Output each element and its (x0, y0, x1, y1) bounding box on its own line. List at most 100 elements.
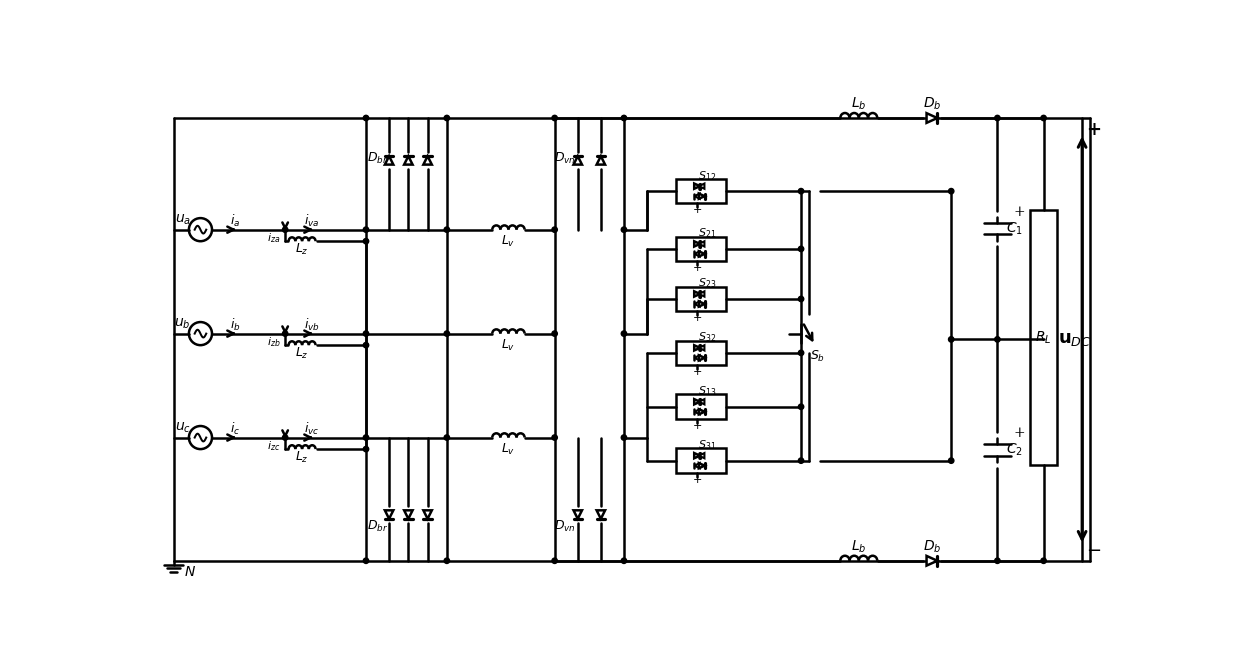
Circle shape (1040, 558, 1047, 563)
Polygon shape (404, 156, 413, 165)
Circle shape (283, 227, 288, 232)
Text: $u_c$: $u_c$ (175, 420, 191, 435)
Circle shape (444, 227, 450, 232)
Polygon shape (926, 556, 937, 565)
Circle shape (363, 239, 368, 244)
Text: +: + (1086, 120, 1101, 138)
Bar (676, 179, 725, 203)
Circle shape (552, 558, 557, 563)
Text: $i_b$: $i_b$ (229, 317, 241, 333)
Circle shape (949, 189, 954, 194)
Circle shape (363, 435, 368, 440)
Bar (676, 341, 725, 365)
Text: $D_b$: $D_b$ (923, 539, 941, 555)
Circle shape (363, 446, 368, 452)
Text: +: + (1013, 426, 1024, 440)
Polygon shape (699, 291, 704, 296)
Text: +: + (692, 475, 702, 485)
Circle shape (949, 458, 954, 464)
Circle shape (799, 296, 804, 302)
Circle shape (799, 404, 804, 409)
Circle shape (283, 331, 288, 337)
Circle shape (621, 227, 626, 232)
Circle shape (799, 246, 804, 252)
Text: $i_{zb}$: $i_{zb}$ (267, 335, 280, 349)
Polygon shape (694, 252, 699, 256)
Text: $D_b$: $D_b$ (923, 96, 941, 112)
Text: $C_1$: $C_1$ (1006, 221, 1023, 237)
Text: $L_z$: $L_z$ (295, 450, 309, 465)
Bar (676, 448, 725, 473)
Text: $i_c$: $i_c$ (229, 421, 241, 437)
Circle shape (552, 331, 557, 337)
Polygon shape (699, 399, 704, 404)
Polygon shape (694, 345, 701, 351)
Circle shape (363, 343, 368, 348)
Polygon shape (694, 292, 701, 296)
Text: $i_{vb}$: $i_{vb}$ (304, 317, 320, 333)
Text: +: + (692, 421, 702, 431)
Text: $-$: $-$ (1086, 540, 1101, 558)
Polygon shape (694, 355, 699, 361)
Text: $R_L$: $R_L$ (1035, 329, 1052, 346)
Text: $i_{va}$: $i_{va}$ (304, 213, 320, 229)
Circle shape (363, 331, 368, 337)
Circle shape (994, 558, 1001, 563)
Text: $S_{23}$: $S_{23}$ (698, 277, 717, 290)
Text: $L_z$: $L_z$ (295, 346, 309, 361)
Circle shape (1040, 115, 1047, 120)
Circle shape (444, 435, 450, 440)
Text: $S_{13}$: $S_{13}$ (698, 385, 717, 398)
Circle shape (363, 558, 368, 563)
Polygon shape (596, 156, 605, 165)
Bar (1029, 211, 1058, 464)
Polygon shape (694, 453, 701, 458)
Circle shape (949, 337, 954, 342)
Circle shape (363, 115, 368, 120)
Polygon shape (699, 242, 704, 246)
Polygon shape (423, 510, 432, 518)
Text: $D_{vn}$: $D_{vn}$ (554, 518, 575, 534)
Text: +: + (692, 205, 702, 215)
Polygon shape (694, 183, 701, 189)
Polygon shape (694, 463, 699, 468)
Circle shape (799, 350, 804, 355)
Text: $u_b$: $u_b$ (175, 316, 191, 330)
Text: $S_{31}$: $S_{31}$ (698, 438, 717, 452)
Text: $D_{br}$: $D_{br}$ (367, 518, 388, 534)
Circle shape (283, 435, 288, 440)
Circle shape (444, 331, 450, 337)
Bar (676, 286, 725, 311)
Bar (676, 237, 725, 261)
Circle shape (621, 435, 626, 440)
Polygon shape (423, 156, 432, 165)
Text: +: + (692, 367, 702, 377)
Text: $i_{zc}$: $i_{zc}$ (267, 439, 280, 453)
Polygon shape (694, 242, 701, 246)
Text: $D_{vn}$: $D_{vn}$ (554, 151, 575, 166)
Text: $L_v$: $L_v$ (501, 338, 516, 353)
Text: $S_{32}$: $S_{32}$ (698, 330, 717, 345)
Polygon shape (384, 510, 393, 518)
Polygon shape (384, 156, 393, 165)
Polygon shape (694, 193, 699, 199)
Circle shape (552, 435, 557, 440)
Circle shape (621, 115, 626, 120)
Text: $i_{vc}$: $i_{vc}$ (305, 421, 320, 437)
Text: $C_2$: $C_2$ (1006, 442, 1023, 458)
Polygon shape (699, 183, 704, 189)
Text: $L_b$: $L_b$ (851, 96, 867, 112)
Circle shape (552, 115, 557, 120)
Polygon shape (574, 510, 582, 518)
Polygon shape (699, 355, 704, 361)
Text: +: + (1013, 205, 1024, 219)
Circle shape (444, 558, 450, 563)
Text: $u_a$: $u_a$ (175, 213, 191, 227)
Circle shape (621, 331, 626, 337)
Text: +: + (692, 263, 702, 273)
Polygon shape (694, 301, 699, 306)
Circle shape (621, 558, 626, 563)
Text: $i_a$: $i_a$ (229, 213, 241, 229)
Text: $L_z$: $L_z$ (295, 242, 309, 257)
Text: $L_b$: $L_b$ (851, 539, 867, 555)
